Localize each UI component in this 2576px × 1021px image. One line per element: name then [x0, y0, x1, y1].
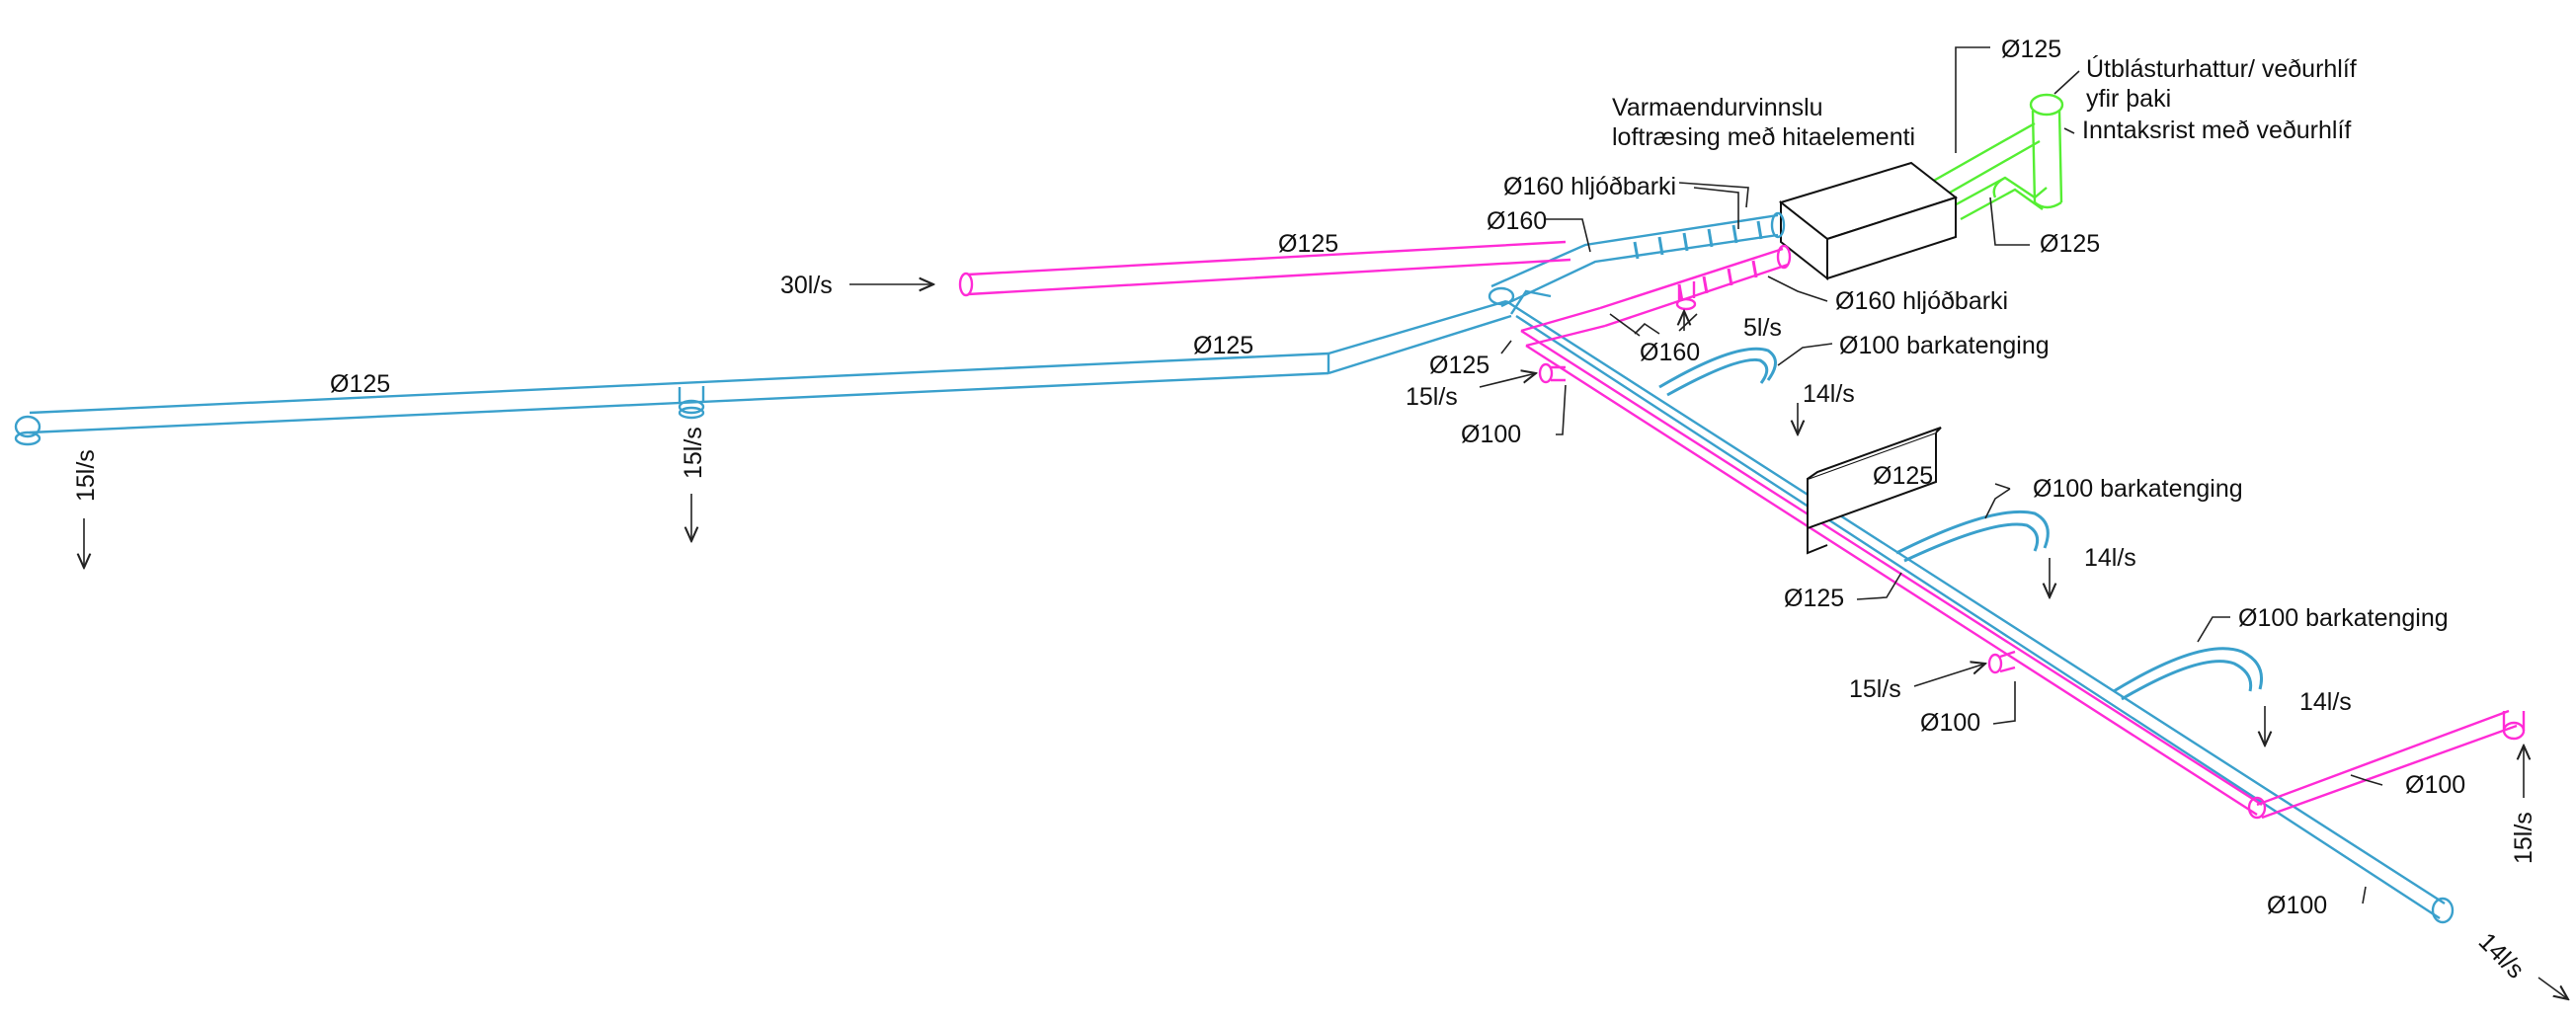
- label-d125-top: Ø125: [2001, 36, 2061, 63]
- label-d100-end: Ø100: [2267, 892, 2327, 919]
- label-outlet-hood-2: yfir þaki: [2086, 85, 2171, 113]
- label-d100-a: Ø100: [1461, 421, 1521, 448]
- label-d160-silencer-top: Ø160 hljóðbarki: [1503, 173, 1676, 200]
- label-d100-b: Ø100: [1920, 709, 1980, 737]
- label-d125-mid: Ø125: [1429, 352, 1489, 379]
- leader-lines: [84, 46, 2568, 999]
- label-flow-15-left2: 15l/s: [680, 427, 707, 479]
- label-flex-100-a: Ø100 barkatenging: [1839, 332, 2050, 359]
- label-flow-15-right: 15l/s: [2510, 812, 2537, 864]
- labels: Ø125 Útblásturhattur/ veðurhlíf yfir þak…: [72, 36, 2537, 984]
- label-d125-left-far: Ø125: [330, 370, 390, 398]
- label-flow-14-a: 14l/s: [1803, 380, 1855, 408]
- label-hrv-1: Varmaendurvinnslu: [1612, 94, 1823, 121]
- label-d160-b: Ø160: [1640, 339, 1700, 366]
- label-flow-14-end: 14l/s: [2473, 927, 2530, 983]
- supply-ducts: [14, 211, 2455, 924]
- label-flow-14-c: 14l/s: [2299, 688, 2352, 716]
- label-d125-lower: Ø125: [1784, 585, 1844, 612]
- label-flow-14-b: 14l/s: [2084, 544, 2136, 572]
- label-d160-a: Ø160: [1487, 207, 1547, 235]
- label-flow-15-a: 15l/s: [1406, 383, 1458, 411]
- heat-recovery-unit: [1778, 161, 1959, 281]
- label-flow-15-b: 15l/s: [1849, 675, 1901, 703]
- label-intake: Inntaksrist með veðurhlíf: [2082, 117, 2351, 144]
- outdoor-air-ducts: [1915, 93, 2064, 221]
- label-flex-100-b: Ø100 barkatenging: [2033, 475, 2243, 503]
- label-outlet-hood: Útblásturhattur/ veðurhlíf: [2086, 54, 2357, 83]
- label-flow-30: 30l/s: [780, 272, 833, 299]
- label-d160-silencer-bottom: Ø160 hljóðbarki: [1835, 287, 2008, 315]
- wall-box: [1807, 427, 1942, 555]
- extract-ducts: [958, 240, 2526, 820]
- label-flow-15-left1: 15l/s: [72, 449, 100, 502]
- label-hrv-2: loftræsing með hitaelementi: [1612, 123, 1915, 151]
- label-flex-100-c: Ø100 barkatenging: [2238, 604, 2449, 632]
- label-flow-5: 5l/s: [1743, 314, 1782, 342]
- label-d125-wall: Ø125: [1873, 462, 1933, 490]
- label-d125-green-lower: Ø125: [2040, 230, 2100, 258]
- label-d125-left-long: Ø125: [1193, 332, 1253, 359]
- label-d125-magenta: Ø125: [1278, 230, 1338, 258]
- label-d100-c: Ø100: [2405, 771, 2465, 799]
